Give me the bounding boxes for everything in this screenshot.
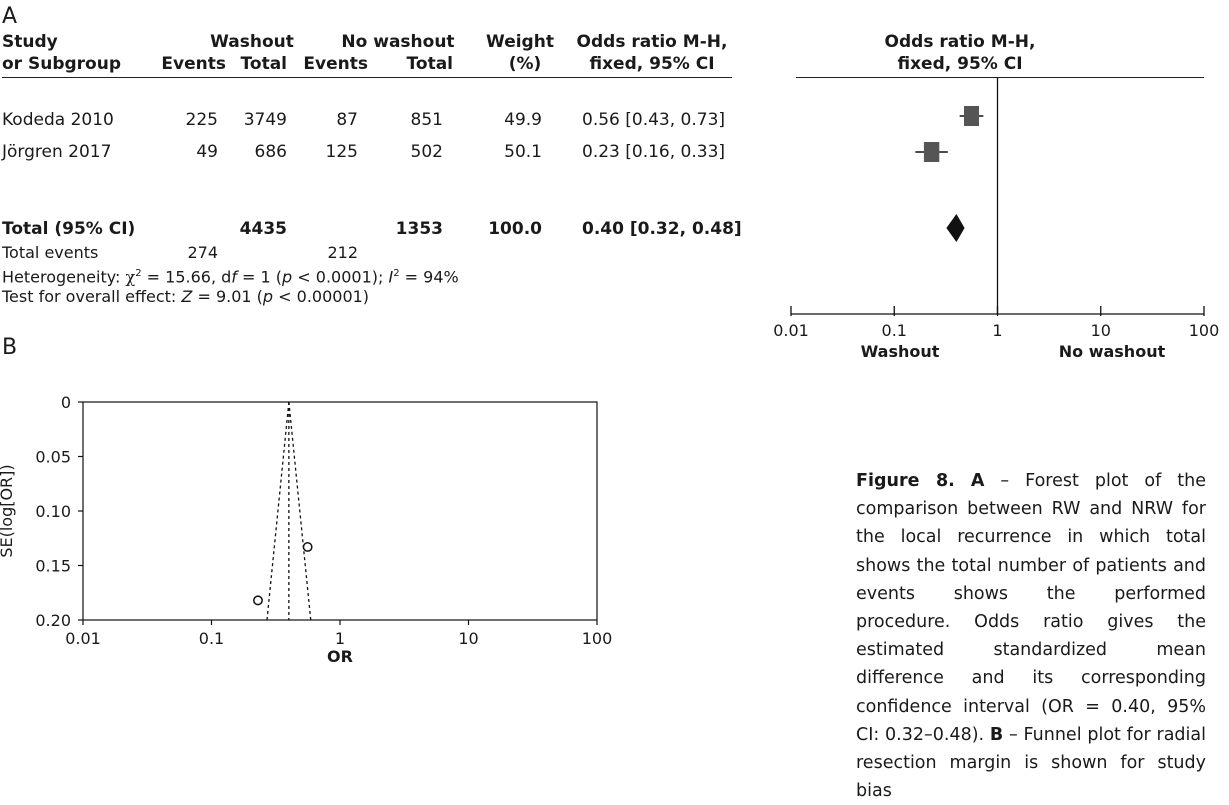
header-study-line2: or Subgroup bbox=[2, 54, 121, 74]
oe-tail: < 0.00001) bbox=[273, 287, 370, 306]
total-nw-total: 1353 bbox=[395, 219, 443, 239]
het-tail: = 94% bbox=[399, 267, 459, 287]
forest-right-label: No washout bbox=[1059, 342, 1166, 360]
total-or: 0.40 [0.32, 0.48] bbox=[582, 219, 742, 239]
caption-b: B bbox=[989, 724, 1004, 745]
header-plot: Odds ratio M-H, fixed, 95% CI bbox=[840, 31, 1080, 75]
header-plot-line2: fixed, 95% CI bbox=[897, 54, 1023, 74]
caption-a-text: – Forest plot of the comparison between … bbox=[856, 471, 1206, 745]
funnel-x-tick-label: 0.01 bbox=[65, 629, 101, 648]
overall-effect-line: Test for overall effect: Z = 9.01 (p < 0… bbox=[2, 286, 369, 307]
funnel-left-bound bbox=[266, 401, 290, 621]
forest-tick-label: 100 bbox=[1189, 321, 1220, 340]
row1-nw-total: 851 bbox=[410, 110, 443, 130]
forest-plot: 0.01 0.1 1 10 100 Washout No washout bbox=[773, 77, 1220, 360]
total-weight: 100.0 bbox=[488, 219, 542, 239]
het-p: p bbox=[282, 267, 293, 287]
funnel-frame bbox=[82, 401, 598, 621]
row2-weight: 50.1 bbox=[504, 142, 542, 162]
header-weight-line2: (%) bbox=[508, 54, 542, 74]
row1-nw-events: 87 bbox=[336, 110, 358, 130]
plot-header-rule bbox=[796, 77, 1204, 78]
het-sup-b: 2 bbox=[393, 268, 400, 279]
caption-a: A bbox=[970, 471, 985, 491]
het-chi: χ bbox=[125, 267, 136, 287]
funnel-x-tick-label: 10 bbox=[458, 629, 478, 648]
funnel-y-label: SE(log[OR]) bbox=[0, 464, 16, 557]
funnel-y-tick-label: 0.15 bbox=[35, 557, 71, 576]
header-nw-events: Events bbox=[303, 54, 368, 74]
total-label: Total (95% CI) bbox=[2, 219, 136, 239]
forest-tick-label: 0.1 bbox=[882, 321, 907, 340]
header-plot-line1: Odds ratio M-H, bbox=[884, 32, 1036, 52]
oe-p: p bbox=[262, 287, 274, 306]
panel-a-label: A bbox=[2, 4, 18, 29]
header-study-line1: Study bbox=[2, 32, 58, 52]
funnel-y-tick-label: 0.05 bbox=[35, 448, 71, 467]
het-prefix: Heterogeneity: bbox=[2, 267, 126, 287]
heterogeneity-line: Heterogeneity: χ2 = 15.66, df = 1 (p < 0… bbox=[2, 263, 459, 287]
table-header-rule bbox=[2, 77, 732, 78]
header-w-events: Events bbox=[161, 54, 226, 74]
row1-w-total: 3749 bbox=[243, 110, 287, 130]
funnel-x-tick-label: 100 bbox=[582, 629, 613, 648]
figure-caption: Figure 8. A – Forest plot of the compari… bbox=[856, 467, 1206, 805]
het-mid2: = 1 ( bbox=[236, 267, 283, 287]
het-mid3: < 0.0001); bbox=[292, 267, 389, 287]
row1-or: 0.56 [0.43, 0.73] bbox=[582, 110, 726, 130]
oe-prefix: Test for overall effect: bbox=[2, 287, 182, 306]
header-weight: Weight (%) bbox=[480, 31, 560, 75]
het-sup: 2 bbox=[135, 268, 142, 279]
het-mid1: = 15.66, d bbox=[141, 267, 232, 287]
row1-w-events: 225 bbox=[185, 110, 218, 130]
het-f: f bbox=[231, 267, 237, 287]
row2-study: Jörgren 2017 bbox=[2, 142, 112, 162]
funnel-x-label: OR bbox=[327, 647, 353, 666]
funnel-y-tick-label: 0.20 bbox=[35, 611, 71, 630]
header-or-line2: fixed, 95% CI bbox=[589, 54, 715, 74]
events-label: Total events bbox=[2, 243, 99, 262]
row1-weight: 49.9 bbox=[504, 110, 542, 130]
row2-w-events: 49 bbox=[196, 142, 218, 162]
forest-tick-label: 0.01 bbox=[773, 321, 809, 340]
header-study: Study or Subgroup bbox=[2, 31, 121, 75]
row1-study: Kodeda 2010 bbox=[2, 110, 114, 130]
funnel-y-tick-label: 0 bbox=[61, 393, 71, 412]
header-nw-total: Total bbox=[406, 54, 453, 74]
funnel-point bbox=[253, 595, 263, 606]
funnel-point bbox=[302, 542, 313, 552]
panel-b-label: B bbox=[2, 335, 18, 360]
header-or-line1: Odds ratio M-H, bbox=[576, 32, 728, 52]
header-or: Odds ratio M-H, fixed, 95% CI bbox=[572, 31, 732, 75]
funnel-y-tick-label: 0.10 bbox=[35, 502, 71, 521]
events-w: 274 bbox=[187, 243, 218, 262]
het-I: I bbox=[388, 267, 394, 287]
forest-pooled-diamond bbox=[946, 214, 965, 242]
row2-or: 0.23 [0.16, 0.33] bbox=[582, 142, 726, 162]
events-nw: 212 bbox=[327, 243, 358, 262]
forest-study-box bbox=[923, 142, 940, 162]
forest-left-label: Washout bbox=[861, 342, 940, 360]
forest-tick-label: 1 bbox=[992, 321, 1002, 340]
funnel-right-bound bbox=[288, 401, 312, 621]
funnel-plot: 0 0.05 0.10 0.15 0.200.01 0.1 1 10 100 OR SE(log[O… bbox=[0, 393, 613, 666]
header-no-washout: No washout bbox=[341, 32, 455, 52]
row2-w-total: 686 bbox=[254, 142, 287, 162]
forest-study-box bbox=[964, 106, 980, 126]
funnel-x-tick-label: 1 bbox=[335, 629, 345, 648]
total-w-total: 4435 bbox=[239, 219, 287, 239]
header-washout: Washout bbox=[210, 32, 294, 52]
caption-fig: Figure 8. bbox=[856, 471, 955, 491]
oe-z: Z bbox=[181, 287, 193, 306]
funnel-x-tick-label: 0.1 bbox=[199, 629, 224, 648]
row2-nw-total: 502 bbox=[410, 142, 443, 162]
oe-mid: = 9.01 ( bbox=[192, 287, 263, 306]
row2-nw-events: 125 bbox=[325, 142, 358, 162]
forest-tick-label: 10 bbox=[1091, 321, 1111, 340]
header-w-total: Total bbox=[240, 54, 287, 74]
header-weight-line1: Weight bbox=[486, 32, 554, 52]
